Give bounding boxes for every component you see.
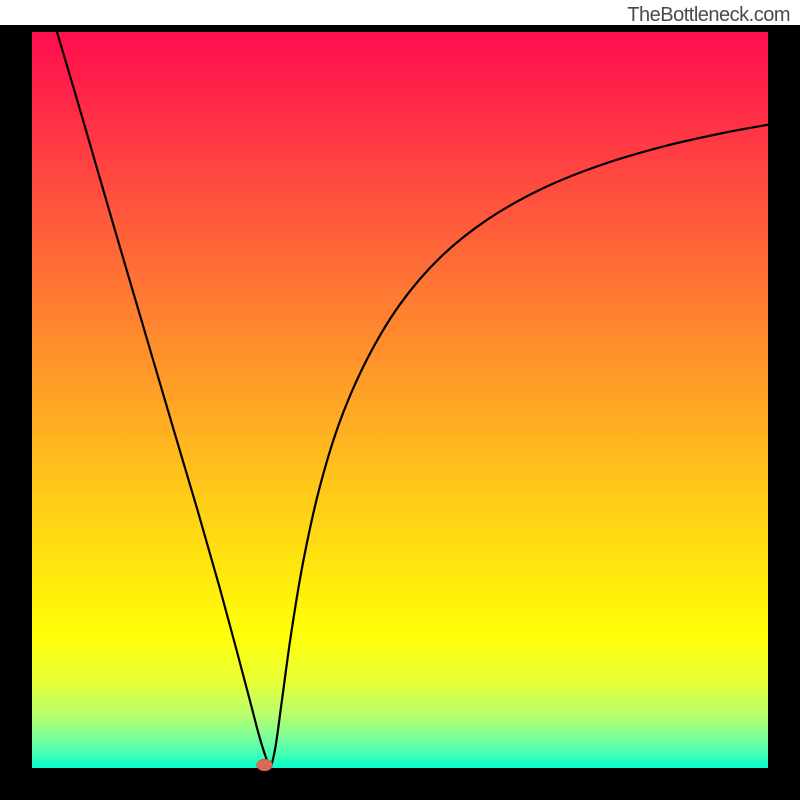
attribution-text: TheBottleneck.com <box>627 4 790 27</box>
chart-container: TheBottleneck.com <box>0 0 800 800</box>
bottleneck-chart <box>0 0 800 800</box>
chart-plot-background <box>32 32 768 768</box>
minimum-marker <box>257 759 273 771</box>
